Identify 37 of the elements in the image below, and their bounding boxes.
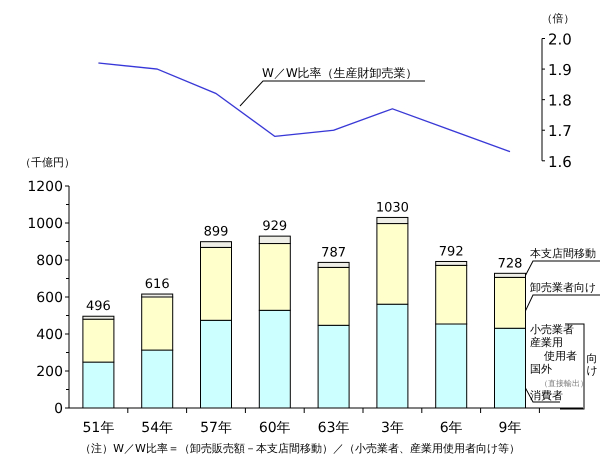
x-tick-label: 51年 [82, 420, 114, 436]
total-label: 792 [438, 244, 464, 260]
y-tick-label: 1.8 [548, 92, 572, 110]
y-axis-title: （千億円） [20, 156, 75, 169]
line-series [98, 62, 511, 152]
total-label: 496 [86, 299, 111, 314]
series-label: 本支店間移動 [530, 247, 596, 260]
y-tick-label: 1000 [27, 216, 63, 232]
text: 向け [586, 352, 598, 377]
total-label: 899 [204, 224, 228, 240]
total-label: 616 [144, 277, 170, 292]
y-tick-label: 1.7 [548, 122, 572, 140]
y-tick-label: 1.6 [548, 152, 572, 171]
y-tick-label: 200 [36, 364, 63, 380]
y-tick-label: 1.9 [548, 61, 572, 80]
total-label: 728 [498, 256, 522, 272]
x-tick-label: 3年 [380, 420, 404, 436]
x-tick-label: 9年 [498, 420, 522, 436]
series-label: 卸売業者向け [530, 281, 596, 294]
y-tick-label: 400 [36, 327, 63, 343]
y-tick-label: 600 [36, 290, 63, 306]
y-tick-label: 800 [36, 253, 63, 269]
x-tick-label: 60年 [258, 420, 291, 436]
total-label: 787 [321, 245, 346, 260]
total-label: 929 [262, 219, 288, 234]
series-label: 小売業者産業用使用者国外（直接輸出）消費者 [530, 323, 588, 402]
x-tick-label: 54年 [141, 420, 174, 436]
total-label: 1030 [376, 200, 409, 216]
y-tick-label: 2.0 [548, 30, 572, 48]
x-tick-label: 57年 [200, 420, 232, 436]
x-tick-label: 63年 [318, 420, 350, 436]
y-axis-title: （倍） [542, 12, 574, 25]
y-tick-label: 1200 [27, 179, 63, 195]
y-tick-label: 0 [54, 401, 63, 417]
text: （注）W／W比率＝（卸売販売額－本支店間移動）／（小売業者、産業用使用者向け等） [80, 442, 520, 455]
x-tick-label: 6年 [440, 420, 463, 436]
text: W／W比率（生産財卸売業） [262, 66, 418, 80]
